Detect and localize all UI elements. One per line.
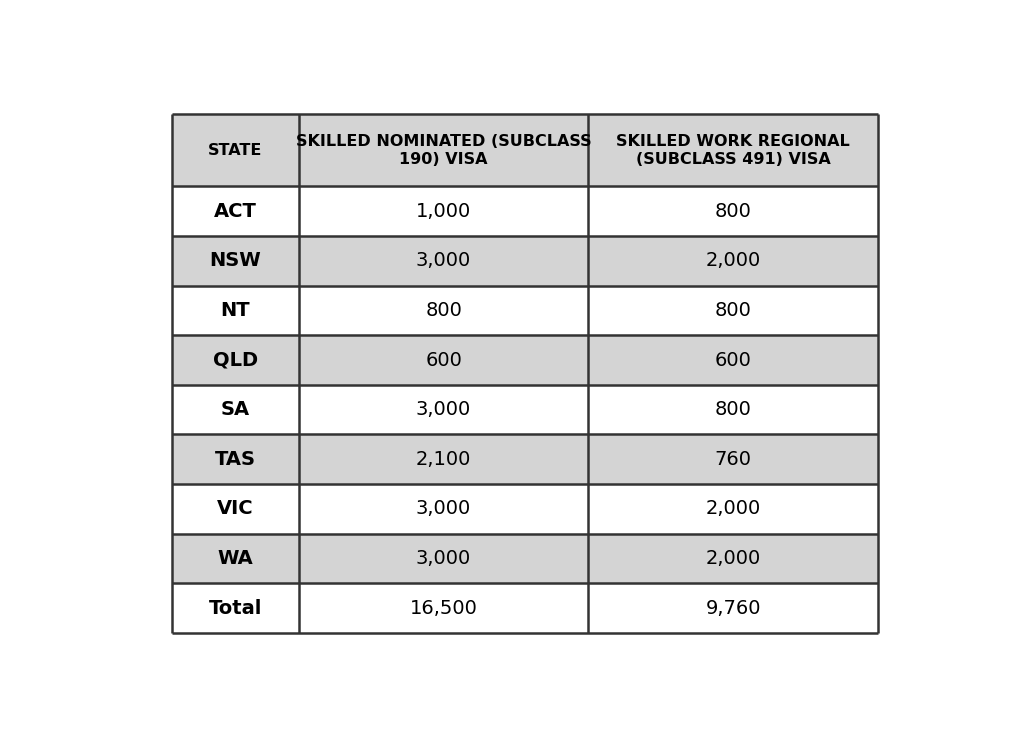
Text: 3,000: 3,000 — [416, 400, 471, 419]
Bar — [172, 236, 299, 286]
Text: 16,500: 16,500 — [410, 599, 477, 618]
Bar — [589, 385, 878, 434]
Text: 2,000: 2,000 — [706, 500, 761, 519]
Bar — [299, 186, 589, 236]
Text: SKILLED WORK REGIONAL
(SUBCLASS 491) VISA: SKILLED WORK REGIONAL (SUBCLASS 491) VIS… — [616, 134, 850, 166]
Bar — [299, 583, 589, 633]
Text: 1,000: 1,000 — [416, 202, 471, 221]
Text: 3,000: 3,000 — [416, 500, 471, 519]
Bar — [299, 286, 589, 335]
Text: 800: 800 — [715, 202, 752, 221]
Text: QLD: QLD — [213, 351, 258, 369]
Text: 3,000: 3,000 — [416, 549, 471, 568]
Bar — [172, 484, 299, 534]
Bar — [299, 385, 589, 434]
Text: ACT: ACT — [214, 202, 257, 221]
Bar — [589, 484, 878, 534]
Bar — [299, 335, 589, 385]
Text: NSW: NSW — [209, 252, 261, 270]
Bar — [172, 583, 299, 633]
Text: 600: 600 — [425, 351, 462, 369]
Text: SKILLED NOMINATED (SUBCLASS
190) VISA: SKILLED NOMINATED (SUBCLASS 190) VISA — [296, 134, 592, 166]
Text: 2,000: 2,000 — [706, 549, 761, 568]
Text: SA: SA — [220, 400, 250, 419]
Text: 2,000: 2,000 — [706, 252, 761, 270]
Text: 600: 600 — [715, 351, 752, 369]
Text: 3,000: 3,000 — [416, 252, 471, 270]
Text: STATE: STATE — [208, 143, 262, 158]
Bar — [589, 434, 878, 484]
Text: 2,100: 2,100 — [416, 450, 471, 469]
Bar — [299, 236, 589, 286]
Bar — [172, 286, 299, 335]
Bar — [589, 236, 878, 286]
Bar — [172, 434, 299, 484]
Bar — [299, 484, 589, 534]
Bar — [589, 286, 878, 335]
Bar — [172, 335, 299, 385]
Text: 760: 760 — [715, 450, 752, 469]
Text: 800: 800 — [425, 301, 462, 320]
Bar — [172, 534, 299, 583]
Bar — [589, 534, 878, 583]
Bar — [172, 115, 299, 186]
Bar — [172, 186, 299, 236]
Text: TAS: TAS — [215, 450, 256, 469]
Bar — [299, 434, 589, 484]
Text: 9,760: 9,760 — [706, 599, 761, 618]
Bar — [299, 115, 589, 186]
Text: NT: NT — [220, 301, 250, 320]
Bar — [299, 534, 589, 583]
Text: Total: Total — [209, 599, 262, 618]
Text: VIC: VIC — [217, 500, 254, 519]
Text: 800: 800 — [715, 301, 752, 320]
Text: WA: WA — [217, 549, 253, 568]
Bar — [589, 583, 878, 633]
Bar — [172, 385, 299, 434]
Bar — [589, 115, 878, 186]
Text: 800: 800 — [715, 400, 752, 419]
Bar — [589, 186, 878, 236]
Bar — [589, 335, 878, 385]
